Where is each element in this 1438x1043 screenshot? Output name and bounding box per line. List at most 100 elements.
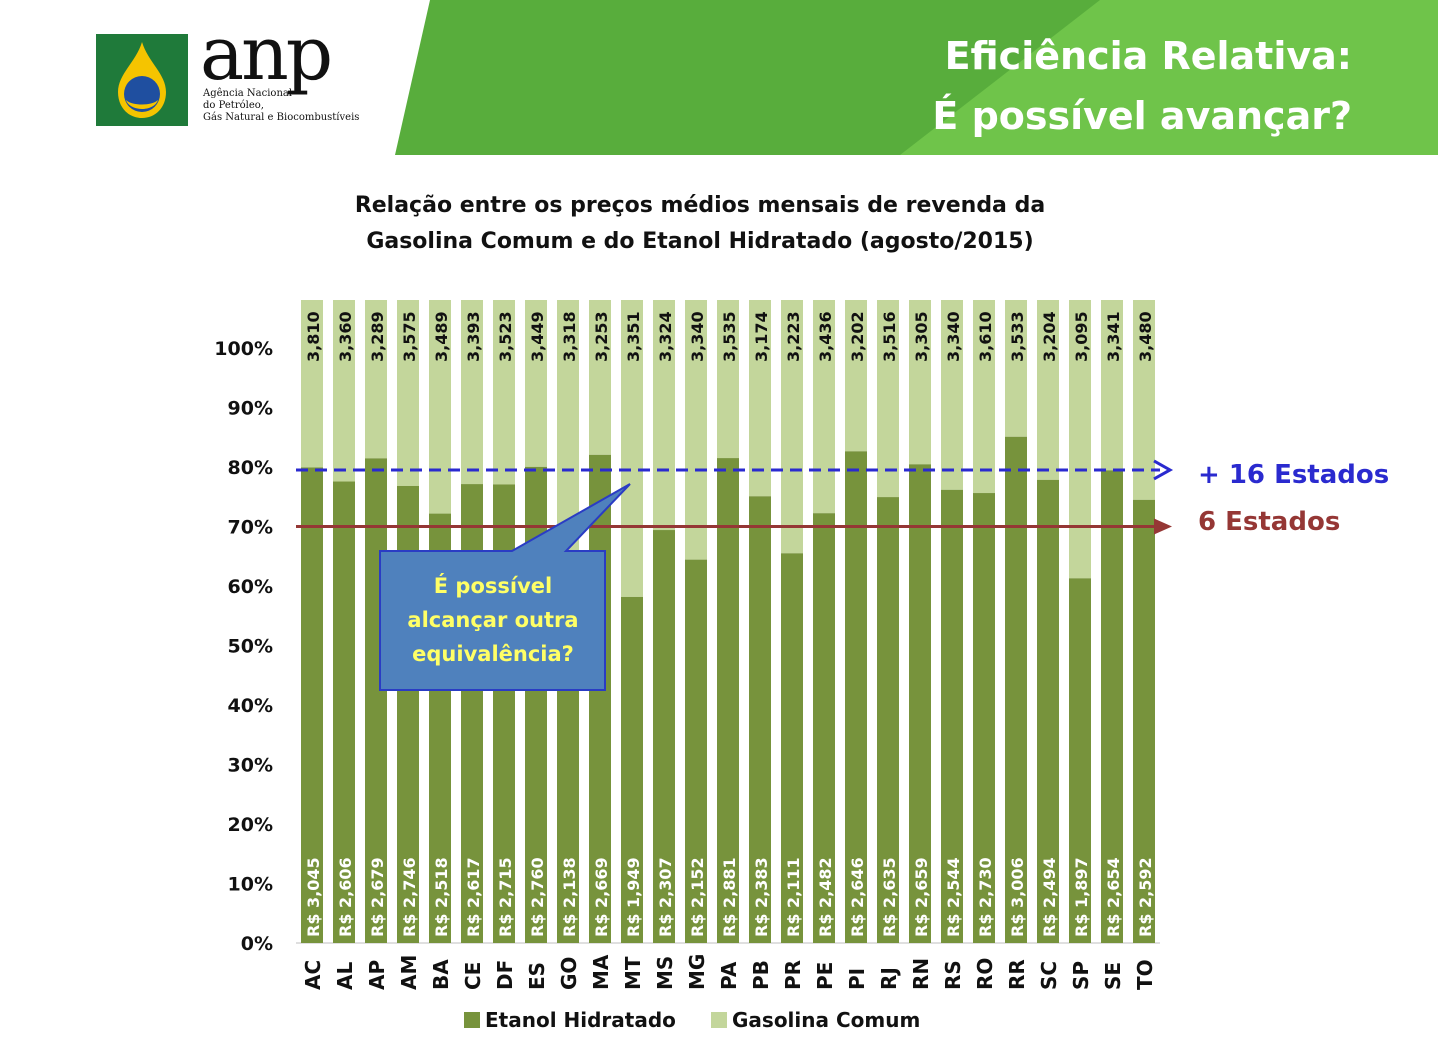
logo-subtitle-line: Gás Natural e Biocombustíveis <box>203 112 360 123</box>
data-label-gasolina: 3,324 <box>656 311 675 362</box>
callout-text-line-1: É possível <box>433 574 553 598</box>
bar-etanol-pr <box>781 553 803 943</box>
slide-title-line-2: É possível avançar? <box>932 94 1352 138</box>
anp-logo-icon <box>96 34 188 126</box>
data-label-gasolina: 3,436 <box>816 311 835 362</box>
bar-gasolina-pi <box>845 300 867 452</box>
data-label-gasolina: 3,340 <box>688 311 707 362</box>
category-label: MA <box>589 954 613 990</box>
category-label: BA <box>429 959 453 990</box>
bar-etanol-mg <box>685 559 707 943</box>
y-tick-label: 80% <box>228 457 273 479</box>
category-label: SC <box>1037 961 1061 990</box>
data-label-gasolina: 3,202 <box>848 311 867 362</box>
bar-etanol-to <box>1133 499 1155 943</box>
bar-gasolina-pa <box>717 300 739 459</box>
category-label: RN <box>909 958 933 990</box>
data-label-etanol: R$ 2,152 <box>688 857 707 937</box>
header-banner: anp Agência Nacional do Petróleo, Gás Na… <box>0 0 1438 155</box>
bar-etanol-rs <box>941 489 963 943</box>
data-label-etanol: R$ 2,746 <box>400 857 419 937</box>
bar-gasolina-sp <box>1069 300 1091 579</box>
data-label-etanol: R$ 2,715 <box>496 857 515 937</box>
data-label-gasolina: 3,523 <box>496 311 515 362</box>
data-label-etanol: R$ 2,679 <box>368 857 387 937</box>
data-label-etanol: R$ 2,307 <box>656 857 675 937</box>
category-label: MS <box>653 956 677 990</box>
bar-etanol-se <box>1101 470 1123 943</box>
data-label-etanol: R$ 2,881 <box>720 857 739 937</box>
bar-etanol-pi <box>845 451 867 943</box>
data-label-gasolina: 3,516 <box>880 311 899 362</box>
data-label-gasolina: 3,351 <box>624 311 643 362</box>
data-label-etanol: R$ 2,659 <box>912 857 931 937</box>
bar-gasolina-df <box>493 300 515 485</box>
category-label: DF <box>493 960 517 990</box>
bar-gasolina-am <box>397 300 419 486</box>
category-label: GO <box>557 957 581 990</box>
data-label-gasolina: 3,535 <box>720 311 739 362</box>
data-label-etanol: R$ 2,383 <box>752 857 771 937</box>
bar-gasolina-ap <box>365 300 387 459</box>
y-tick-label: 10% <box>228 874 273 896</box>
bar-gasolina-ro <box>973 300 995 494</box>
bar-gasolina-go <box>557 300 579 560</box>
category-label: AM <box>397 955 421 990</box>
bar-gasolina-rs <box>941 300 963 490</box>
data-label-etanol: R$ 2,760 <box>528 857 547 937</box>
bar-gasolina-ac <box>301 300 323 468</box>
category-label: RO <box>973 958 997 990</box>
arrow-head-80 <box>1153 459 1174 481</box>
data-label-etanol: R$ 2,617 <box>464 857 483 937</box>
category-label: PR <box>781 960 805 990</box>
category-label: PB <box>749 960 773 990</box>
bar-etanol-rr <box>1005 436 1027 943</box>
bar-gasolina-se <box>1101 300 1123 471</box>
data-label-gasolina: 3,480 <box>1136 311 1155 362</box>
callout-text-line-3: equivalência? <box>412 642 574 666</box>
data-label-gasolina: 3,289 <box>368 311 387 362</box>
data-label-etanol: R$ 2,635 <box>880 857 899 937</box>
y-tick-label: 60% <box>228 576 273 598</box>
category-label: RJ <box>877 967 901 990</box>
data-label-gasolina: 3,341 <box>1104 311 1123 362</box>
data-label-etanol: R$ 2,646 <box>848 857 867 937</box>
y-tick-label: 0% <box>241 933 273 955</box>
callout-bubble <box>379 483 631 691</box>
arrow-head-70 <box>1154 518 1172 535</box>
bar-gasolina-ce <box>461 300 483 485</box>
bar-etanol-pa <box>717 458 739 943</box>
bar-gasolina-rn <box>909 300 931 465</box>
data-label-etanol: R$ 2,592 <box>1136 857 1155 937</box>
data-label-etanol: R$ 1,897 <box>1072 857 1091 937</box>
data-label-gasolina: 3,253 <box>592 311 611 362</box>
data-label-etanol: R$ 2,654 <box>1104 857 1123 937</box>
y-tick-label: 70% <box>228 517 273 539</box>
category-label: AL <box>333 962 357 990</box>
bar-gasolina-mt <box>621 300 643 597</box>
category-label: PI <box>845 968 869 990</box>
category-label: ES <box>525 962 549 990</box>
y-tick-label: 100% <box>214 338 273 360</box>
y-tick-label: 50% <box>228 636 273 658</box>
data-label-etanol: R$ 2,606 <box>336 857 355 937</box>
data-label-gasolina: 3,393 <box>464 311 483 362</box>
bar-gasolina-rr <box>1005 300 1027 437</box>
bar-etanol-rn <box>909 464 931 943</box>
header-background <box>0 0 1438 155</box>
y-tick-label: 90% <box>228 398 273 420</box>
data-label-etanol: R$ 2,518 <box>432 857 451 937</box>
bar-etanol-ms <box>653 530 675 943</box>
data-label-gasolina: 3,610 <box>976 311 995 362</box>
bar-etanol-al <box>333 481 355 943</box>
data-label-gasolina: 3,449 <box>528 311 547 362</box>
bar-gasolina-rj <box>877 300 899 498</box>
data-label-etanol: R$ 3,045 <box>304 857 323 937</box>
bar-etanol-pe <box>813 513 835 943</box>
category-label: PA <box>717 961 741 990</box>
bar-etanol-mt <box>621 596 643 943</box>
data-label-gasolina: 3,533 <box>1008 311 1027 362</box>
y-tick-label: 30% <box>228 755 273 777</box>
chart-title-line-1: Relação entre os preços médios mensais d… <box>354 193 1046 218</box>
